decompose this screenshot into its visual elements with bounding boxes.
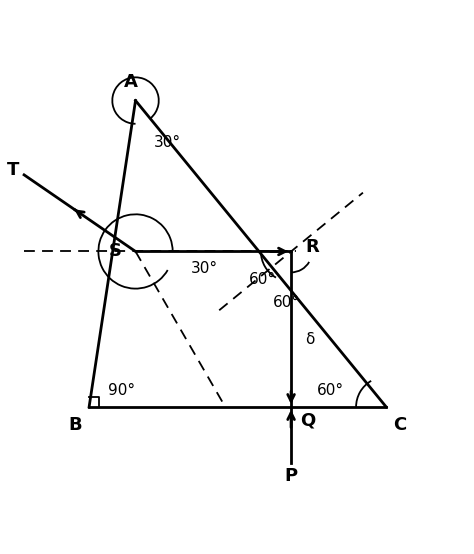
Text: 60°: 60° bbox=[249, 272, 276, 287]
Text: P: P bbox=[284, 468, 298, 485]
Text: 60°: 60° bbox=[317, 383, 344, 398]
Text: A: A bbox=[124, 73, 138, 91]
Text: C: C bbox=[393, 416, 407, 434]
Text: R: R bbox=[305, 238, 319, 256]
Text: 30°: 30° bbox=[154, 135, 181, 150]
Text: 60°: 60° bbox=[273, 295, 300, 310]
Text: δ: δ bbox=[305, 332, 314, 347]
Text: B: B bbox=[68, 416, 82, 434]
Text: T: T bbox=[7, 161, 19, 179]
Text: S: S bbox=[109, 243, 122, 260]
Text: 30°: 30° bbox=[191, 261, 219, 276]
Text: 90°: 90° bbox=[108, 383, 135, 398]
Text: Q: Q bbox=[301, 412, 316, 430]
